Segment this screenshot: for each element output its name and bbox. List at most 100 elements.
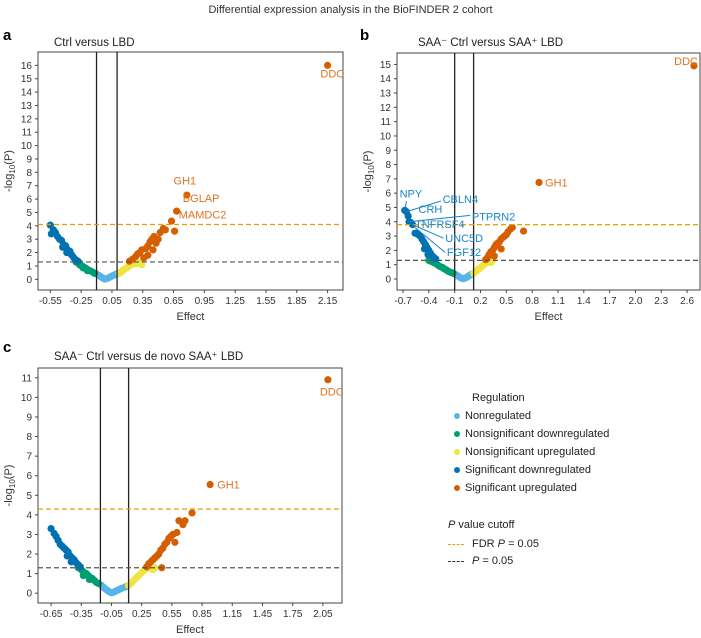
point-su: [183, 191, 191, 199]
x-tick-label: 1.85: [287, 296, 307, 307]
x-tick-label: 0.35: [133, 296, 153, 307]
point-nu: [138, 260, 146, 269]
legend-cutoff-title-rest: value cutoff: [455, 519, 515, 531]
legend-dot-icon: [454, 485, 460, 491]
legend-cutoff-title-italic: P: [448, 519, 456, 531]
x-axis-label: Effect: [177, 311, 205, 323]
x-tick-label: 2.15: [318, 296, 338, 307]
gene-label: UNC5D: [445, 233, 483, 245]
y-tick-label: 2: [26, 248, 32, 259]
panel-letter: b: [360, 27, 369, 44]
x-tick-label: 1.75: [283, 609, 303, 620]
x-tick-label: 0.55: [162, 609, 182, 620]
point-nd: [449, 269, 457, 277]
legend-dot-icon: [454, 413, 460, 419]
x-tick-label: 0.65: [164, 296, 184, 307]
plot-frame: [37, 51, 344, 291]
legend-dot-icon: [454, 431, 460, 437]
x-tick-label: 0.05: [102, 296, 122, 307]
x-tick-label: -0.25: [70, 296, 93, 307]
y-tick-label: 16: [21, 61, 33, 72]
legend-label: FDR: [472, 538, 498, 550]
point-sd: [424, 251, 432, 259]
gene-label: GH1: [545, 178, 568, 190]
y-tick-label: 1: [385, 260, 391, 271]
y-tick-label: 11: [381, 117, 392, 128]
point-sd: [404, 212, 412, 220]
y-axis-label: -log10(P): [362, 151, 376, 193]
legend-label: Nonsignificant downregulated: [465, 428, 610, 440]
y-axis-label-rest: (P): [362, 151, 374, 166]
panel-b: b SAA⁻ Ctrl versus SAA⁺ LBD01234567891011…: [360, 27, 701, 323]
label-connector: [404, 200, 407, 211]
point-sd: [420, 245, 429, 253]
panel-a: a Ctrl versus LBD012345678910111213141516…: [3, 27, 344, 323]
x-axis-label: Effect: [176, 624, 204, 636]
y-tick-label: 5: [26, 208, 32, 219]
x-tick-label: 2.05: [313, 609, 333, 620]
point-su: [181, 517, 189, 525]
point-su: [167, 217, 176, 225]
x-tick-label: -0.1: [446, 296, 464, 307]
legend-label: Nonsignificant upregulated: [465, 446, 596, 458]
y-tick-label: 3: [26, 530, 32, 541]
point-nd: [83, 267, 91, 275]
gray-dash-icon: [448, 560, 464, 562]
plot-frame: [396, 52, 701, 291]
y-tick-label: 8: [26, 432, 32, 443]
point-su: [535, 178, 543, 187]
y-tick-label: 0: [26, 589, 32, 600]
point-su: [188, 509, 196, 517]
y-axis-label-rest: (P): [3, 465, 15, 480]
plot-frame: [37, 367, 343, 604]
point-nd: [85, 575, 93, 584]
x-tick-label: 2.3: [654, 296, 668, 307]
x-tick-label: 0.5: [499, 296, 513, 307]
x-tick-label: 0.95: [195, 296, 215, 307]
point-sd: [59, 243, 67, 251]
label-connector: [408, 214, 471, 223]
y-axis-label-main: -log: [3, 174, 15, 192]
gene-label: PTPRN2: [472, 211, 515, 223]
gene-label: MAMDC2: [179, 209, 227, 221]
y-tick-label: 7: [26, 452, 32, 463]
y-tick-label: 4: [385, 217, 391, 228]
y-tick-label: 12: [21, 114, 33, 125]
y-tick-label: 10: [21, 393, 33, 404]
legend-regulation-title: Regulation: [472, 392, 525, 404]
gene-label: NPY: [400, 188, 423, 200]
x-tick-label: 2.0: [628, 296, 642, 307]
y-axis-label-rest: (P): [3, 150, 15, 165]
y-tick-label: 3: [26, 235, 32, 246]
y-tick-label: 8: [26, 168, 32, 179]
legend-item-significant-upregulated: Significant upregulated: [454, 482, 577, 494]
y-tick-label: 13: [380, 89, 392, 100]
panel-c: c SAA⁻ Ctrl versus de novo SAA⁺ LBD 0 1 2 3 4 5…: [3, 339, 344, 636]
y-tick-label: 3: [385, 232, 391, 243]
panel-title: Ctrl versus LBD: [54, 37, 135, 49]
x-tick-label: 1.25: [225, 296, 245, 307]
y-tick-label: 4: [26, 221, 32, 232]
label-connector: [406, 200, 442, 213]
gene-label: CRH: [419, 204, 443, 216]
x-tick-label: -0.05: [100, 609, 123, 620]
y-tick-label: 10: [21, 141, 33, 152]
legend-item-nonsignificant-downregulated: Nonsignificant downregulated: [454, 428, 609, 440]
point-su: [508, 223, 516, 232]
y-tick-label: 12: [380, 103, 392, 114]
gene-label: GH1: [174, 175, 197, 187]
y-tick-label: 10: [380, 131, 392, 142]
legend-dot-icon: [454, 449, 460, 455]
point-su: [490, 252, 498, 260]
y-tick-label: 9: [385, 146, 391, 157]
y-tick-label: 5: [385, 203, 391, 214]
legend-label: = 0.05: [505, 538, 539, 550]
legend-label: Significant downregulated: [465, 464, 591, 476]
x-tick-label: 1.1: [551, 296, 565, 307]
label-connector: [414, 227, 446, 253]
y-tick-label: 6: [26, 195, 32, 206]
point-sd: [67, 558, 75, 566]
point-su: [161, 226, 169, 234]
point-sd: [74, 257, 82, 265]
